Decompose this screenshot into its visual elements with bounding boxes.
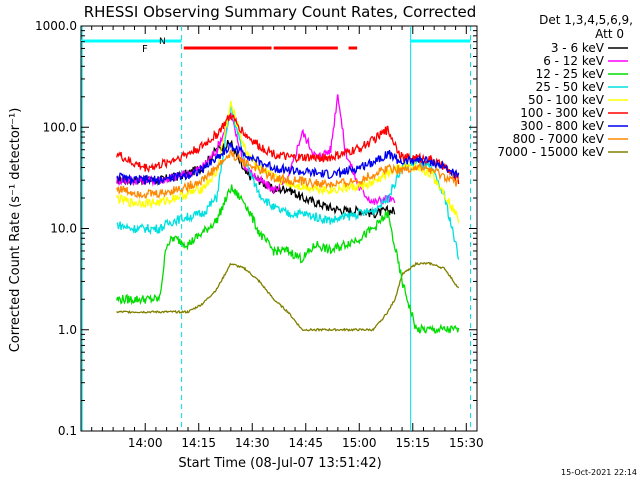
series-line-800-7000-keV xyxy=(116,149,459,199)
legend-entry-label: 100 - 300 keV xyxy=(520,106,604,120)
series-layer xyxy=(116,94,460,334)
series-line-50-100-keV xyxy=(116,100,460,224)
y-tick-label: 1.0 xyxy=(58,323,77,337)
y-tick-label: 10.0 xyxy=(50,222,77,236)
plot-frame: FN xyxy=(80,25,478,432)
x-tick-label: 14:00 xyxy=(128,436,163,450)
y-tick-label: 0.1 xyxy=(58,424,77,438)
series-line-300-800-keV xyxy=(116,142,460,186)
legend-entry-label: 7000 - 15000 keV xyxy=(497,145,604,159)
x-tick-label: 15:00 xyxy=(342,436,377,450)
chart-title: RHESSI Observing Summary Count Rates, Co… xyxy=(84,3,477,21)
x-axis-label: Start Time (08-Jul-07 13:51:42) xyxy=(178,456,381,471)
x-tick-label: 15:30 xyxy=(449,436,484,450)
footer-timestamp: 15-Oct-2021 22:14 xyxy=(561,468,637,477)
legend-header: Det 1,3,4,5,6,9, xyxy=(539,13,633,27)
legend-entry-label: 3 - 6 keV xyxy=(551,41,605,55)
series-line-12-25-keV xyxy=(116,184,460,334)
series-line-7000-15000-keV xyxy=(116,261,460,332)
y-tick-label: 1000.0 xyxy=(35,19,77,33)
y-axis-label: Corrected Count Rate (s⁻¹ detector⁻¹) xyxy=(8,108,23,353)
x-tick-label: 14:30 xyxy=(235,436,270,450)
x-tick-label: 14:45 xyxy=(288,436,323,450)
legend-entry-label: 25 - 50 keV xyxy=(536,80,605,94)
legend-entry-label: 800 - 7000 keV xyxy=(513,132,605,146)
x-tick-label: 15:15 xyxy=(395,436,430,450)
legend-entry-label: 6 - 12 keV xyxy=(543,54,605,68)
axes: 1000.0 100.0 10.0 1.0 0.1 14:00 14:15 14:30 14:4… xyxy=(35,19,484,450)
legend-header: Att 0 xyxy=(595,27,624,41)
legend-entry-label: 12 - 25 keV xyxy=(536,67,605,81)
legend-entry-label: 300 - 800 keV xyxy=(520,119,604,133)
flag-label-f: F xyxy=(142,44,148,55)
x-tick-label: 14:15 xyxy=(181,436,216,450)
series-line-100-300-keV xyxy=(116,112,460,185)
y-tick-label: 100.0 xyxy=(43,120,77,134)
legend-entry-label: 50 - 100 keV xyxy=(528,93,605,107)
plot-border xyxy=(80,25,478,432)
flag-label-n: N xyxy=(159,37,166,47)
